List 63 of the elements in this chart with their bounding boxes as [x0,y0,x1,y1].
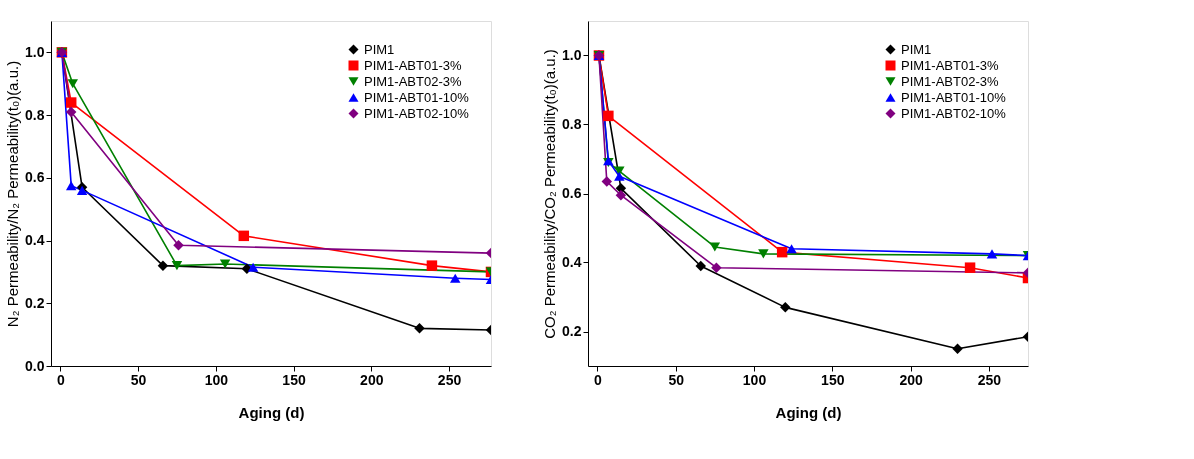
y-tick-label: 0.4 [25,232,45,249]
y-tick-label: 0.6 [562,185,582,201]
point [711,262,722,273]
point [219,259,231,269]
legend-label: PIM1-ABT01-3% [364,57,462,73]
legend-label: PIM1-ABT02-10% [364,105,470,121]
y-tick-label: 0.2 [562,323,582,339]
x-tick-label: 150 [282,371,306,388]
x-tick-label: 200 [899,371,923,388]
point [776,246,788,258]
legend-label: PIM1-ABT02-10% [901,105,1007,121]
point [65,106,77,118]
legend-label: PIM1-ABT01-3% [901,57,999,73]
y-tick-label: 0.0 [25,357,45,374]
x-tick-label: 0 [56,371,65,388]
point [65,97,77,108]
point [986,249,998,259]
point [65,181,77,191]
point [414,323,425,334]
x-tick-label: 50 [668,371,685,388]
point [247,262,259,272]
point [615,189,627,201]
y-tick-label: 0.8 [25,106,45,123]
x-tick-label: 100 [742,371,767,388]
legend-label: PIM1-ABT02-3% [901,73,999,89]
point [614,171,625,181]
x-tick-label: 0 [594,371,602,388]
y-axis-title: N₂ Permeability/N₂ Permeability(t₀)(a.u.) [4,60,22,328]
legend-label: PIM1 [364,41,395,57]
point [952,343,963,354]
point [695,260,706,272]
x-axis-title: Aging (d) [775,403,842,421]
point [709,242,721,252]
point [426,260,438,271]
x-tick-label: 50 [130,371,147,388]
point [171,261,183,271]
x-tick-label: 100 [204,371,229,388]
point [67,79,79,89]
point [964,262,976,273]
point [173,240,184,251]
point [601,176,613,187]
y-tick-label: 0.4 [562,254,582,270]
legend-label: PIM1 [901,41,932,57]
point [603,110,614,122]
point [238,230,250,242]
y-tick-label: 1.0 [562,47,582,63]
y-tick-label: 0.8 [562,116,582,132]
y-axis-title: CO₂ Permeability/CO₂ Permeability(t₀)(a.u.) [541,49,559,339]
x-tick-label: 200 [360,371,384,388]
point [786,244,797,254]
x-axis-title: Aging (d) [238,403,305,421]
x-tick-label: 250 [977,371,1002,388]
legend-label: PIM1-ABT01-10% [901,89,1007,105]
legend-label: PIM1-ABT02-3% [364,73,462,89]
point [758,249,769,259]
x-tick-label: 250 [437,371,462,388]
y-tick-label: 1.0 [25,43,45,60]
legend-label: PIM1-ABT01-10% [364,89,470,105]
y-tick-label: 0.6 [25,169,45,186]
point [780,302,791,313]
point [157,260,169,271]
x-tick-label: 150 [821,371,845,388]
y-tick-label: 0.2 [25,294,45,311]
